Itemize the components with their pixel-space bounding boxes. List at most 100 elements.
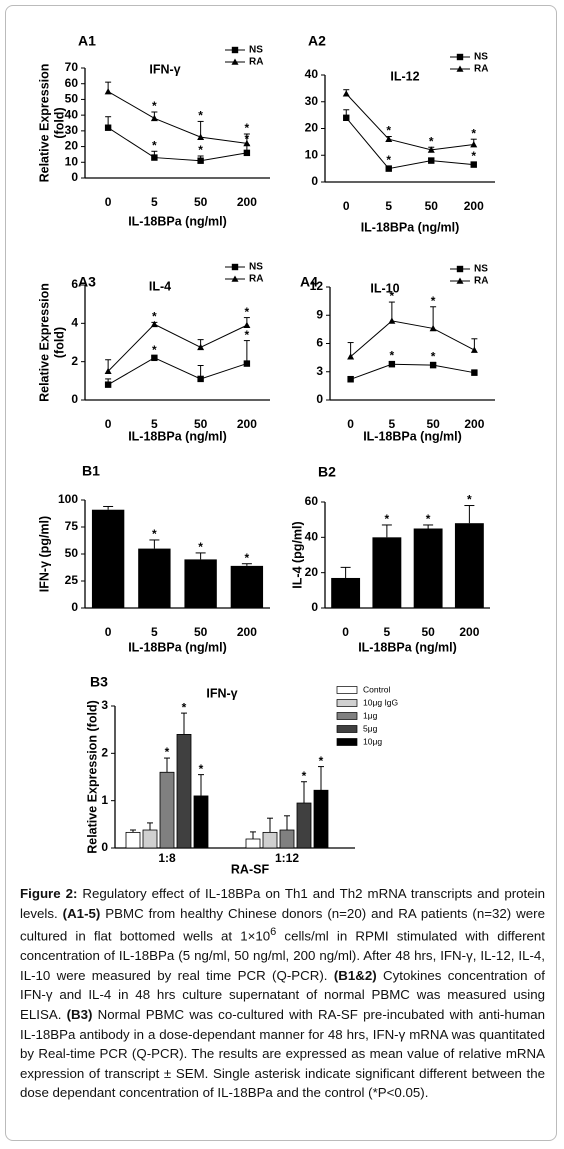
legend-marker: [231, 46, 239, 54]
y-tick-label: 1: [101, 793, 108, 807]
significance: *: [431, 294, 436, 308]
y-tick-label: 40: [305, 67, 319, 81]
legend-marker: [456, 65, 464, 72]
bar: [454, 523, 484, 608]
marker: [150, 320, 158, 328]
line: [345, 93, 474, 151]
frame: [5, 5, 557, 1141]
significance: *: [319, 754, 324, 768]
y-tick-label: 10: [305, 147, 319, 161]
panel-label: A4: [300, 274, 318, 290]
bar: [262, 831, 278, 849]
significance: *: [198, 109, 203, 123]
legend-swatch: [336, 712, 358, 720]
significance: *: [198, 143, 203, 157]
significance: *: [152, 310, 157, 324]
caption-text: Cytokines concentration of IFN-γ and IL-…: [20, 967, 546, 1022]
bar: [176, 734, 192, 849]
caption-label: Figure 2:: [20, 886, 78, 901]
x-tick-label: 0: [105, 195, 112, 209]
legend-label: 10μg: [363, 736, 382, 746]
legend-label: 10μg IgG: [363, 697, 398, 707]
caption-text: Regulatory effect of IL-18BPa on Th1 and…: [20, 886, 545, 921]
legend-label: NS: [249, 262, 263, 273]
y-tick-label: 6: [71, 277, 78, 291]
marker: [470, 161, 477, 168]
y-tick-label: 0: [311, 174, 318, 188]
marker: [347, 353, 355, 360]
marker: [197, 157, 204, 164]
y-axis-label: (fold): [52, 107, 66, 138]
caption-label: (B1&2): [333, 967, 377, 983]
y-tick-label: 3: [316, 364, 323, 378]
bar: [142, 829, 158, 849]
significance: *: [390, 289, 395, 303]
line: [345, 117, 474, 170]
legend-swatch: [336, 738, 358, 746]
marker: [150, 114, 158, 122]
panel-label: B2: [318, 464, 336, 480]
y-tick-label: 0: [101, 840, 108, 854]
marker: [243, 139, 251, 147]
x-tick-label: 200: [237, 417, 257, 431]
x-tick-label: 5: [151, 625, 158, 639]
legend-label: 5μg: [363, 723, 378, 733]
marker: [470, 346, 478, 353]
marker: [104, 88, 112, 95]
legend-label: NS: [474, 52, 488, 63]
y-tick-label: 0: [71, 600, 78, 614]
y-axis-label: Relative Expression: [37, 64, 51, 183]
marker: [243, 321, 251, 329]
significance: *: [431, 350, 436, 364]
y-tick-label: 12: [310, 279, 324, 293]
x-tick-label: 0: [105, 625, 112, 639]
bar: [125, 831, 141, 849]
marker: [243, 149, 251, 157]
marker: [343, 114, 350, 121]
y-tick-label: 50: [65, 92, 79, 106]
significance: *: [182, 700, 187, 714]
y-tick-label: 25: [65, 573, 79, 587]
marker: [151, 154, 158, 161]
y-tick-label: 2: [71, 354, 78, 368]
y-axis-label: Relative Expression (fold): [85, 700, 99, 854]
bar: [296, 802, 312, 849]
y-tick-label: 100: [58, 492, 78, 506]
legend-label: Control: [363, 684, 391, 694]
x-axis-label: IL-18BPa (ng/ml): [361, 220, 460, 234]
legend-label: NS: [249, 45, 263, 56]
y-tick-label: 40: [65, 107, 79, 121]
line: [107, 91, 247, 144]
marker: [197, 133, 205, 140]
line: [107, 127, 247, 162]
line: [107, 323, 248, 372]
chart-title: IL-10: [370, 281, 399, 295]
caption-label: (A1-5): [62, 905, 101, 921]
panel-label: B3: [90, 674, 108, 690]
x-axis-label: IL-18BPa (ng/ml): [128, 214, 227, 228]
legend-marker: [231, 275, 239, 282]
legend-label: RA: [474, 64, 488, 75]
bar: [372, 537, 402, 608]
x-tick-label: 50: [194, 195, 208, 209]
significance: *: [245, 328, 250, 342]
marker: [243, 360, 251, 367]
x-axis-label: IL-18BPa (ng/ml): [128, 640, 227, 654]
y-tick-label: 50: [65, 546, 79, 560]
bar: [313, 789, 329, 849]
panel-label: A1: [78, 33, 96, 49]
marker: [428, 157, 435, 164]
x-tick-label: 200: [459, 625, 479, 639]
significance: *: [471, 149, 476, 163]
legend-marker: [456, 53, 464, 61]
x-tick-label: 200: [237, 195, 257, 209]
legend-marker: [456, 265, 464, 273]
significance: *: [152, 527, 157, 541]
y-tick-label: 30: [65, 123, 79, 137]
marker: [388, 361, 396, 368]
significance: *: [386, 153, 391, 167]
y-axis-label: IL-4 (pg/ml): [290, 521, 304, 588]
significance: *: [467, 493, 472, 507]
x-axis-label: IL-18BPa (ng/ml): [128, 429, 227, 443]
